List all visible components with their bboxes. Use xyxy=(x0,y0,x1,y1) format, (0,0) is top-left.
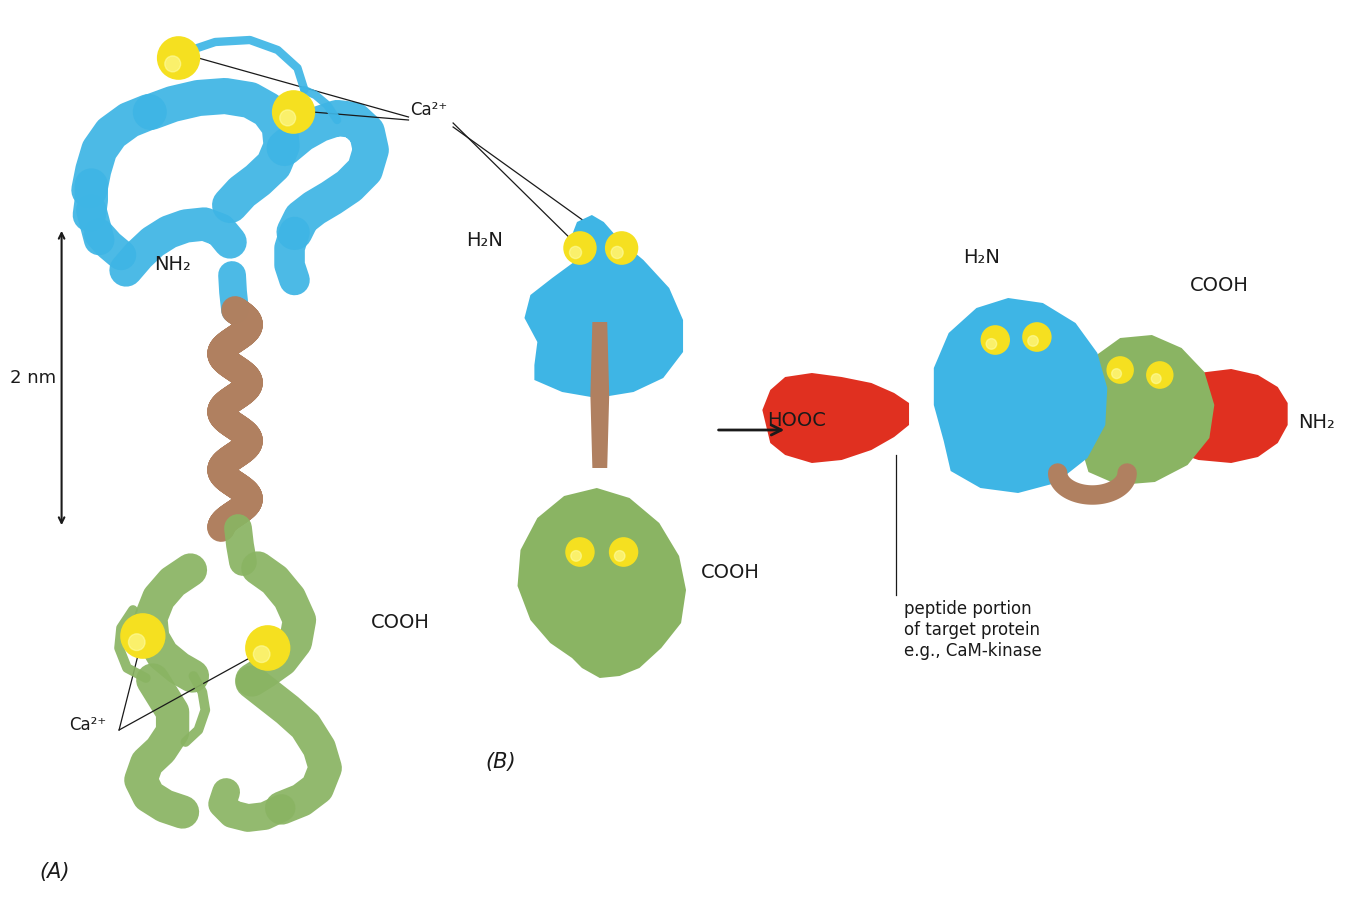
Circle shape xyxy=(564,232,596,264)
Circle shape xyxy=(615,551,626,561)
Circle shape xyxy=(1152,373,1161,383)
Text: COOH: COOH xyxy=(371,612,429,631)
Text: 2 nm: 2 nm xyxy=(10,369,56,387)
Circle shape xyxy=(279,110,296,126)
Polygon shape xyxy=(1129,369,1288,463)
Polygon shape xyxy=(1073,335,1214,485)
Circle shape xyxy=(245,626,289,670)
Circle shape xyxy=(609,538,638,566)
Circle shape xyxy=(128,634,144,651)
Circle shape xyxy=(1112,369,1122,379)
Circle shape xyxy=(1146,362,1172,388)
Text: NH₂: NH₂ xyxy=(1299,413,1336,432)
Text: Ca²⁺: Ca²⁺ xyxy=(70,716,106,734)
Text: Ca²⁺: Ca²⁺ xyxy=(410,101,447,119)
Circle shape xyxy=(1107,357,1133,383)
Text: HOOC: HOOC xyxy=(767,410,826,429)
Text: peptide portion
of target protein
e.g., CaM-kinase: peptide portion of target protein e.g., … xyxy=(904,600,1041,660)
Circle shape xyxy=(611,246,623,258)
Text: COOH: COOH xyxy=(1190,276,1249,295)
Circle shape xyxy=(570,246,582,258)
Circle shape xyxy=(165,56,181,72)
Circle shape xyxy=(985,339,996,349)
Circle shape xyxy=(566,538,594,566)
Circle shape xyxy=(605,232,638,264)
Text: (A): (A) xyxy=(40,862,71,882)
Polygon shape xyxy=(762,373,909,463)
Circle shape xyxy=(254,646,270,662)
Polygon shape xyxy=(518,488,686,678)
Circle shape xyxy=(273,91,315,133)
Polygon shape xyxy=(934,298,1107,493)
Text: COOH: COOH xyxy=(701,563,759,582)
Circle shape xyxy=(1024,323,1051,351)
Polygon shape xyxy=(525,215,683,398)
Text: H₂N: H₂N xyxy=(466,230,503,249)
Circle shape xyxy=(158,37,199,79)
Circle shape xyxy=(121,614,165,658)
Text: NH₂: NH₂ xyxy=(154,255,191,275)
Text: (B): (B) xyxy=(485,752,517,772)
Text: H₂N: H₂N xyxy=(962,248,1000,267)
Circle shape xyxy=(981,326,1009,354)
Polygon shape xyxy=(590,322,609,468)
Circle shape xyxy=(1028,335,1039,346)
Circle shape xyxy=(571,551,582,561)
